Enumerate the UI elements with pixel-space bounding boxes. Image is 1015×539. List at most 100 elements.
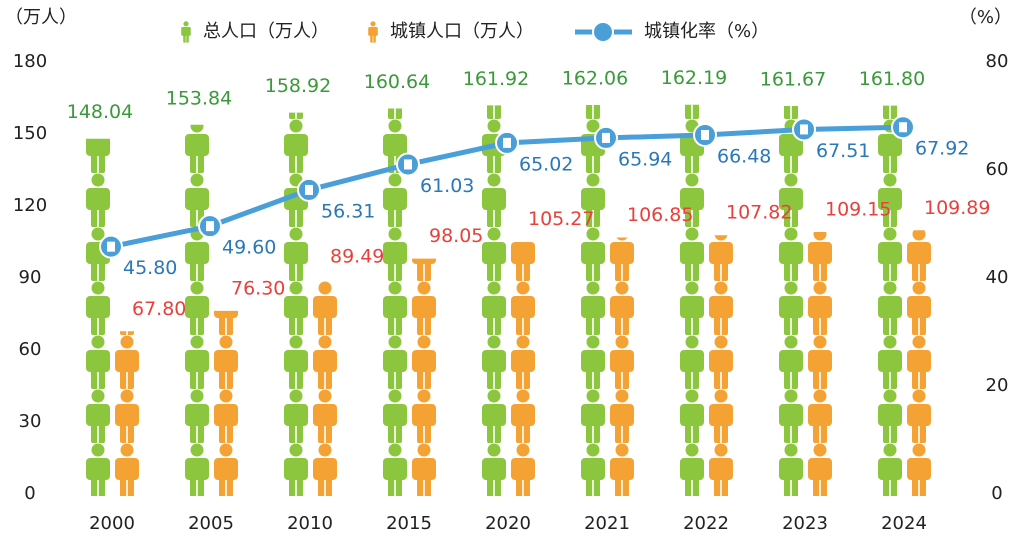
icon-head	[586, 335, 600, 349]
icon-gap	[691, 426, 693, 443]
icon-head	[784, 389, 798, 403]
icon-body	[284, 296, 308, 318]
icon-gap	[621, 318, 623, 335]
icon-gap	[97, 156, 99, 173]
icon-head	[883, 173, 897, 187]
icon-body	[709, 350, 733, 372]
icon-body	[709, 458, 733, 480]
icon-body	[581, 458, 605, 480]
icon-gap	[372, 35, 374, 43]
marker-icon	[899, 122, 907, 133]
x-tick-label: 2020	[485, 513, 531, 534]
icon-gap	[394, 108, 396, 119]
icon-head	[219, 389, 233, 403]
icon-gap	[691, 372, 693, 389]
pictograph-bar	[284, 112, 308, 496]
icon-head	[289, 443, 303, 457]
icon-body	[482, 458, 506, 480]
icon-body	[511, 296, 535, 318]
icon-body	[878, 404, 902, 426]
icon-head	[586, 389, 600, 403]
pictograph-bar	[511, 242, 535, 496]
icon-gap	[225, 372, 227, 389]
pictograph-bar	[383, 108, 407, 497]
icon-gap	[295, 264, 297, 281]
icon-head	[487, 119, 501, 133]
icon-gap	[225, 480, 227, 496]
icon-head	[883, 281, 897, 295]
marker-icon	[305, 184, 313, 195]
marker-icon	[701, 130, 709, 141]
icon-head	[487, 173, 501, 187]
icon-body	[581, 296, 605, 318]
icon-body	[185, 188, 209, 210]
value-label: 49.60	[222, 237, 276, 259]
icon-head	[586, 281, 600, 295]
icon-head	[190, 124, 204, 133]
icon-head	[685, 335, 699, 349]
icon-gap	[493, 372, 495, 389]
icon-gap	[790, 318, 792, 335]
icon-gap	[185, 35, 187, 43]
icon-body	[284, 242, 308, 264]
icon-body	[808, 404, 832, 426]
icon-head	[586, 227, 600, 241]
icon-gap	[196, 210, 198, 227]
pictograph-bar	[581, 105, 605, 496]
icon-gap	[790, 156, 792, 173]
icon-body	[581, 350, 605, 372]
value-label: 56.31	[321, 200, 375, 222]
icon-gap	[691, 318, 693, 335]
icon-gap	[97, 318, 99, 335]
icon-body	[808, 242, 832, 264]
icon-head	[685, 281, 699, 295]
icon-gap	[196, 156, 198, 173]
icon-gap	[97, 210, 99, 227]
icon-gap	[918, 318, 920, 335]
icon-head	[784, 227, 798, 241]
pictograph-bar	[680, 104, 704, 497]
icon-head	[417, 281, 431, 295]
legend-marker	[592, 21, 614, 43]
icon-body	[181, 27, 191, 36]
icon-head	[516, 335, 530, 349]
icon-gap	[97, 264, 99, 281]
icon-gap	[324, 372, 326, 389]
icon-head	[417, 389, 431, 403]
icon-body	[511, 350, 535, 372]
icon-body	[581, 242, 605, 264]
legend-icon	[181, 21, 191, 43]
icon-head	[685, 227, 699, 241]
icon-body	[214, 404, 238, 426]
pictograph-bar	[610, 237, 634, 496]
icon-gap	[295, 426, 297, 443]
icon-gap	[691, 480, 693, 497]
icon-gap	[97, 426, 99, 443]
icon-gap	[720, 264, 722, 281]
icon-gap	[522, 426, 524, 443]
icon-head	[784, 173, 798, 187]
icon-body	[878, 350, 902, 372]
icon-body	[214, 458, 238, 480]
icon-head	[120, 389, 134, 403]
icon-head	[912, 443, 926, 457]
icon-body	[610, 404, 634, 426]
icon-body	[779, 458, 803, 480]
icon-head	[388, 281, 402, 295]
icon-gap	[522, 264, 524, 281]
icon-gap	[918, 426, 920, 443]
icon-body	[214, 350, 238, 372]
icon-gap	[691, 156, 693, 173]
icon-head	[91, 389, 105, 403]
icon-body	[185, 134, 209, 156]
icon-head	[121, 282, 134, 295]
icon-gap	[493, 156, 495, 173]
y2-tick-label: 80	[986, 51, 1009, 72]
icon-head	[190, 335, 204, 349]
icon-head	[516, 281, 530, 295]
icon-head	[190, 443, 204, 457]
icon-head	[91, 443, 105, 457]
icon-head	[91, 281, 105, 295]
icon-gap	[621, 426, 623, 443]
icon-body	[779, 134, 803, 156]
